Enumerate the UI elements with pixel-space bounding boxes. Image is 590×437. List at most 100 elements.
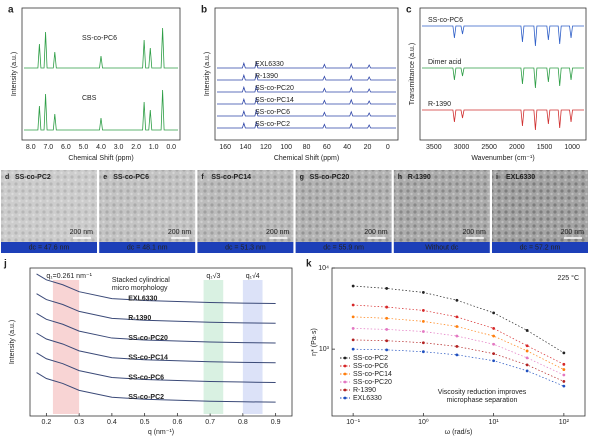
annotation: q₁=0.261 nm⁻¹: [46, 273, 92, 280]
data-point: [455, 299, 458, 302]
y-axis-title: η* (Pa·s): [311, 328, 318, 356]
annotation: q₁√4: [246, 272, 260, 280]
scale-label: 200 nm: [168, 229, 192, 236]
x-tick-label: 10¹: [489, 419, 500, 426]
legend-label: SS-co-PC20: [353, 379, 392, 386]
sample-name: SS-co-PC6: [113, 174, 149, 181]
x-axis-title: q (nm⁻¹): [148, 429, 174, 436]
x-tick-label: 0.4: [107, 419, 117, 426]
legend-marker: [344, 381, 347, 384]
spectrum-trace: [217, 122, 396, 128]
panel-label: k: [306, 259, 312, 270]
x-tick-label: 60: [323, 144, 331, 151]
sample-name: SS-co-PC14: [211, 174, 251, 181]
data-point: [385, 317, 388, 320]
panel-label: c: [406, 5, 412, 16]
legend-label: EXL6330: [353, 395, 382, 402]
data-point: [352, 338, 355, 341]
legend-marker: [344, 357, 347, 360]
data-point: [526, 350, 529, 353]
y-axis-title: Intensity (a.u.): [9, 320, 16, 364]
x-tick-label: 2000: [509, 144, 525, 151]
data-point: [492, 335, 495, 338]
data-point: [455, 315, 458, 318]
x-tick-label: 5.0: [79, 144, 89, 151]
x-tick-label: 100: [280, 144, 292, 151]
x-axis-title: ω (rad/s): [445, 429, 473, 436]
data-point: [385, 306, 388, 309]
x-tick-label: 10⁻¹: [346, 419, 360, 426]
trace-label: Dimer acid: [428, 59, 462, 66]
caption: dc = 55.9 nm: [323, 244, 364, 251]
y-tick-label: 10³: [319, 346, 330, 353]
data-point: [492, 343, 495, 346]
panel-label: b: [201, 5, 207, 16]
legend-marker: [344, 389, 347, 392]
x-tick-label: 20: [364, 144, 372, 151]
data-point: [352, 315, 355, 318]
x-tick-label: 80: [303, 144, 311, 151]
sample-name: EXL6330: [506, 174, 535, 181]
data-point: [492, 352, 495, 355]
spectrum-trace: [422, 110, 584, 130]
sample-name: SS-co-PC20: [310, 174, 350, 181]
y-axis-title: Intensity (a.u.): [11, 52, 18, 96]
plot-frame: [215, 8, 398, 140]
data-point: [492, 311, 495, 314]
legend-marker: [344, 365, 347, 368]
annotation: Stacked cylindrical: [112, 277, 170, 284]
annotation: Viscosity reduction improves: [438, 389, 527, 396]
x-tick-label: 0.6: [173, 419, 183, 426]
panel-label: j: [3, 259, 7, 270]
spectrum-trace: [217, 74, 396, 80]
x-tick-label: 8.0: [26, 144, 36, 151]
data-point: [352, 327, 355, 330]
legend-label: SS-co-PC2: [353, 355, 388, 362]
data-point: [352, 348, 355, 351]
x-tick-label: 2.0: [131, 144, 141, 151]
data-point: [422, 291, 425, 294]
trace-label: EXL6330: [255, 61, 284, 68]
x-tick-label: 6.0: [61, 144, 71, 151]
data-point: [526, 369, 529, 372]
legend-label: R-1390: [353, 387, 376, 394]
x-tick-label: 10⁰: [418, 418, 429, 426]
panel-label: i: [496, 174, 498, 181]
legend-label: SS-co-PC6: [353, 363, 388, 370]
data-point: [385, 339, 388, 342]
x-tick-label: 40: [343, 144, 351, 151]
series-label: EXL6330: [128, 295, 157, 302]
figure: aIntensity (a.u.)Chemical Shift (ppm)8.0…: [0, 0, 590, 437]
x-tick-label: 0.8: [238, 419, 248, 426]
data-point: [526, 363, 529, 366]
series-label: R-1390: [128, 315, 151, 322]
data-point: [526, 344, 529, 347]
series-label: SS-co-PC6: [128, 374, 164, 381]
caption: Without dc: [425, 244, 459, 251]
data-point: [455, 353, 458, 356]
data-point: [352, 285, 355, 288]
data-point: [562, 380, 565, 383]
x-tick-label: 3.0: [114, 144, 124, 151]
trace-label: SS-co-PC2: [255, 121, 290, 128]
series-line: [353, 286, 564, 353]
data-point: [422, 309, 425, 312]
x-tick-label: 0.7: [205, 419, 215, 426]
panel-label: d: [5, 174, 9, 181]
scale-label: 200 nm: [462, 229, 486, 236]
data-point: [385, 328, 388, 331]
spectrum-trace: [217, 86, 396, 92]
caption: dc = 51.3 nm: [225, 244, 266, 251]
y-axis-title: Transmittance (a.u.): [409, 43, 416, 105]
sample-name: R-1390: [408, 174, 431, 181]
spectrum-trace: [24, 90, 178, 130]
data-point: [526, 329, 529, 332]
x-tick-label: 120: [260, 144, 272, 151]
trace-label: R-1390: [428, 101, 451, 108]
spectrum-trace: [217, 62, 396, 68]
x-axis-title: Chemical Shift (ppm): [274, 155, 339, 162]
x-tick-label: 140: [240, 144, 252, 151]
data-point: [455, 325, 458, 328]
data-point: [422, 320, 425, 323]
caption: dc = 47.6 nm: [29, 244, 70, 251]
